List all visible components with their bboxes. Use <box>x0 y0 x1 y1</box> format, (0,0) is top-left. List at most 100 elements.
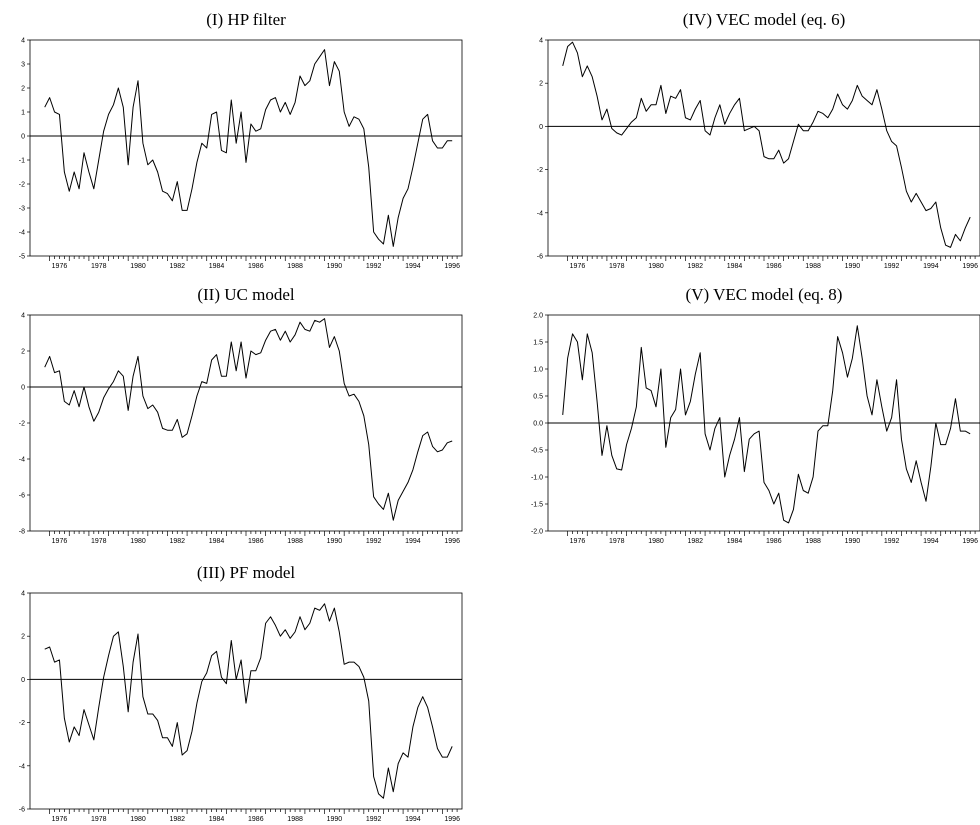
y-tick-label: 2.0 <box>533 313 543 320</box>
x-tick-label: 1988 <box>287 816 303 823</box>
x-tick-label: 1980 <box>130 816 146 823</box>
panel-hp: (I) HP filter 4 3 2 1 0 -1 -2 -3 -4 -5 1976 1978 1980… <box>19 10 463 270</box>
y-tick-label: -2 <box>19 720 25 727</box>
y-tick-label: -4 <box>19 230 25 237</box>
panel-title: (IV) VEC model (eq. 6) <box>683 10 846 29</box>
y-tick-label: -4 <box>19 457 25 464</box>
x-tick-label: 1990 <box>845 263 861 270</box>
y-tick-label: 0.0 <box>533 421 543 428</box>
x-tick-label: 1980 <box>130 538 146 545</box>
x-tick-label: 1980 <box>130 263 146 270</box>
x-tick-label: 1976 <box>52 538 68 545</box>
y-tick-label: -2 <box>537 167 543 174</box>
x-tick-label: 1978 <box>91 816 107 823</box>
y-tick-label: 1.5 <box>533 340 543 347</box>
y-tick-label: 2 <box>21 86 25 93</box>
x-tick-label: 1990 <box>845 538 861 545</box>
y-tick-label: 4 <box>21 38 25 45</box>
panel-vec6: (IV) VEC model (eq. 6) 4 2 0 -2 -4 -6 1976 1978 1… <box>537 10 980 270</box>
y-tick-label: -3 <box>19 206 25 213</box>
x-tick-label: 1978 <box>91 263 107 270</box>
x-tick-label: 1992 <box>884 538 900 545</box>
y-tick-label: 0 <box>21 385 25 392</box>
x-tick-label: 1986 <box>248 263 264 270</box>
y-tick-label: 0 <box>21 134 25 141</box>
y-tick-label: 4 <box>539 38 543 45</box>
x-tick-label: 1988 <box>287 538 303 545</box>
x-tick-label: 1986 <box>248 816 264 823</box>
x-tick-label: 1992 <box>366 263 382 270</box>
series-line-hp <box>44 49 453 247</box>
y-tick-label: -6 <box>19 807 25 814</box>
x-tick-label: 1988 <box>805 263 821 270</box>
panel-title: (II) UC model <box>197 285 295 304</box>
y-tick-label: 0 <box>539 124 543 131</box>
panel-title: (I) HP filter <box>206 10 286 29</box>
series-line-pf <box>44 603 453 799</box>
x-tick-label: 1996 <box>444 538 460 545</box>
x-tick-label: 1982 <box>169 263 185 270</box>
plot-frame <box>29 314 463 532</box>
panel-pf: (III) PF model 4 2 0 -2 -4 -6 1976 1978 1980 1982 1… <box>19 563 463 823</box>
x-tick-label: 1988 <box>805 538 821 545</box>
y-tick-label: -2 <box>19 421 25 428</box>
x-tick-label: 1990 <box>327 538 343 545</box>
x-tick-label: 1982 <box>169 816 185 823</box>
x-tick-label: 1986 <box>766 263 782 270</box>
x-tick-label: 1990 <box>327 816 343 823</box>
series-line-vec6 <box>562 41 971 248</box>
y-tick-label: -1.0 <box>531 475 543 482</box>
x-tick-label: 1986 <box>248 538 264 545</box>
x-tick-label: 1984 <box>209 816 225 823</box>
x-tick-label: 1992 <box>884 263 900 270</box>
x-tick-label: 1994 <box>923 538 939 545</box>
y-tick-label: 4 <box>21 591 25 598</box>
x-tick-label: 1976 <box>52 263 68 270</box>
x-tick-label: 1992 <box>366 538 382 545</box>
y-tick-label: 1 <box>21 110 25 117</box>
y-tick-label: -2 <box>19 182 25 189</box>
x-tick-label: 1984 <box>727 263 743 270</box>
y-tick-label: -8 <box>19 529 25 536</box>
y-tick-label: -4 <box>19 763 25 770</box>
y-tick-label: 0.5 <box>533 394 543 401</box>
series-line-uc <box>44 318 453 521</box>
y-tick-label: 2 <box>21 349 25 356</box>
y-tick-label: -1 <box>19 158 25 165</box>
x-tick-label: 1976 <box>570 263 586 270</box>
y-tick-label: 4 <box>21 313 25 320</box>
x-tick-label: 1984 <box>209 263 225 270</box>
panel-uc: (II) UC model 4 2 0 -2 -4 -6 -8 1976 1978 1980 1982… <box>19 285 463 545</box>
x-tick-label: 1976 <box>570 538 586 545</box>
panel-vec8: (V) VEC model (eq. 8) 2.0 1.5 1.0 0.5 0.0 -0.5… <box>531 285 980 545</box>
series-line-vec8 <box>562 325 971 524</box>
x-tick-label: 1992 <box>366 816 382 823</box>
x-tick-label: 1984 <box>727 538 743 545</box>
x-tick-label: 1978 <box>609 263 625 270</box>
y-tick-label: -5 <box>19 254 25 261</box>
x-tick-label: 1990 <box>327 263 343 270</box>
x-tick-label: 1994 <box>405 816 421 823</box>
panel-title: (III) PF model <box>197 563 295 582</box>
y-tick-label: -6 <box>537 254 543 261</box>
x-tick-label: 1982 <box>687 538 703 545</box>
x-tick-label: 1984 <box>209 538 225 545</box>
x-tick-label: 1978 <box>609 538 625 545</box>
x-tick-label: 1994 <box>405 538 421 545</box>
y-tick-label: 3 <box>21 62 25 69</box>
x-tick-label: 1994 <box>923 263 939 270</box>
y-tick-label: 1.0 <box>533 367 543 374</box>
x-tick-label: 1996 <box>962 538 978 545</box>
plot-frame <box>547 39 980 257</box>
x-tick-label: 1988 <box>287 263 303 270</box>
y-tick-label: 2 <box>539 81 543 88</box>
y-tick-label: -4 <box>537 210 543 217</box>
x-tick-label: 1980 <box>648 538 664 545</box>
x-tick-label: 1996 <box>444 816 460 823</box>
x-tick-label: 1980 <box>648 263 664 270</box>
x-tick-label: 1982 <box>169 538 185 545</box>
x-tick-label: 1996 <box>962 263 978 270</box>
x-tick-label: 1994 <box>405 263 421 270</box>
y-tick-label: -1.5 <box>531 502 543 509</box>
